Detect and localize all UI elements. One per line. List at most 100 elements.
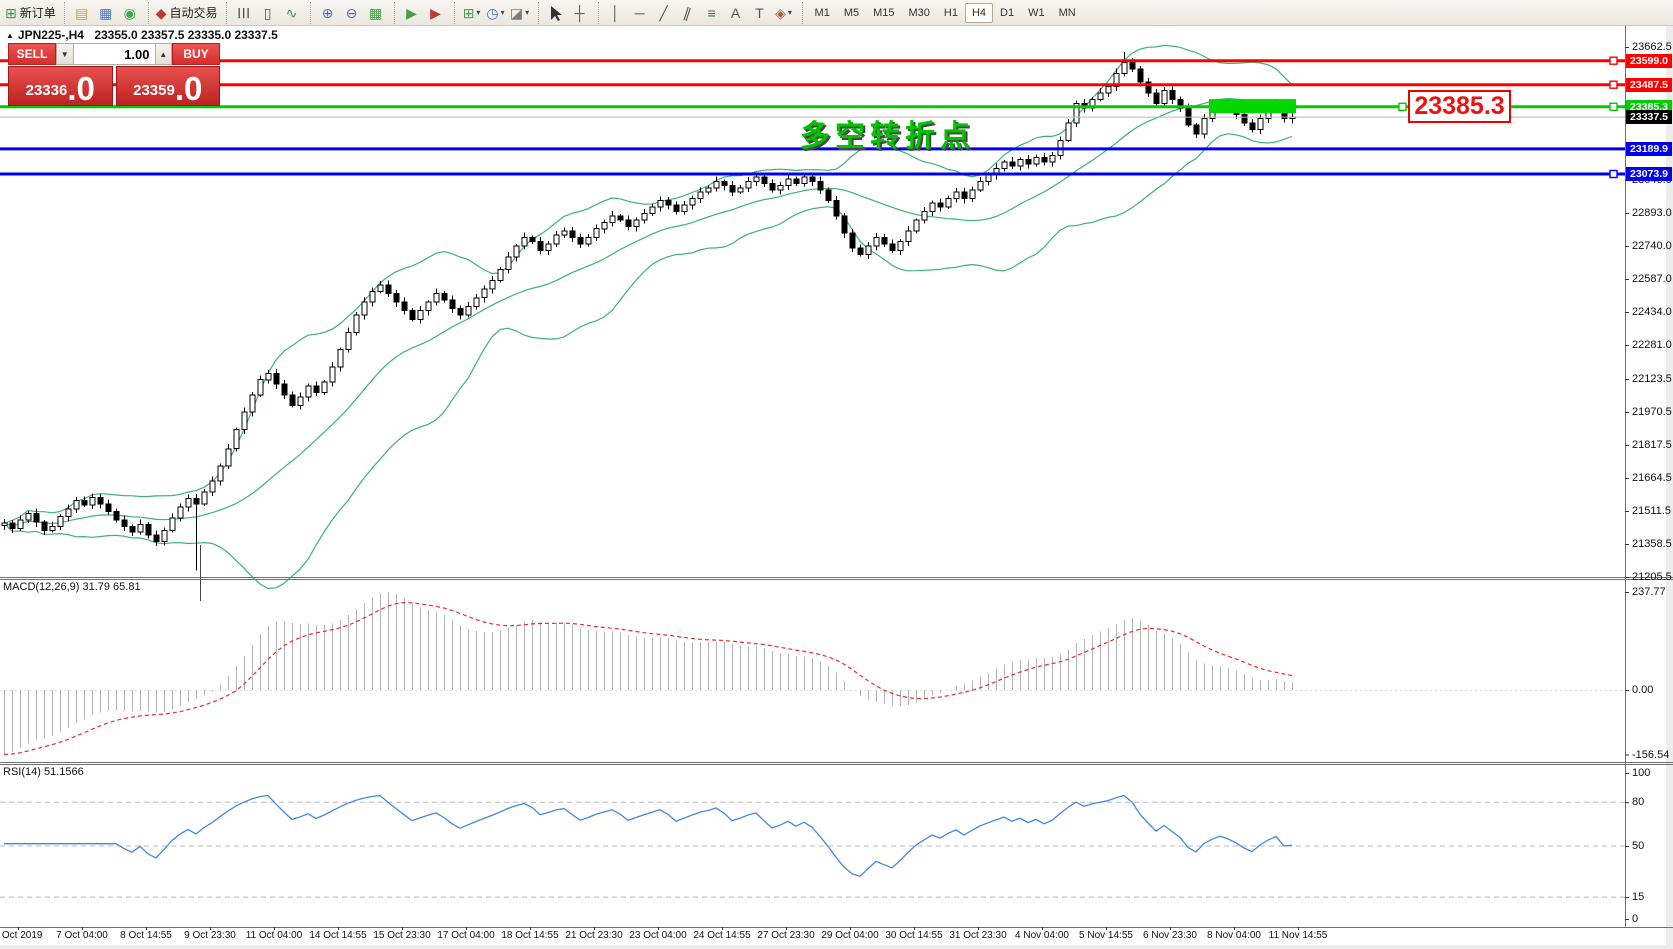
candlestick xyxy=(985,174,992,182)
candlestick-chart-button[interactable]: ▯ xyxy=(256,3,280,23)
candlestick xyxy=(233,428,240,450)
cursor-button[interactable] xyxy=(544,3,568,23)
candlestick xyxy=(1201,118,1208,135)
arrows-icon: ◈ xyxy=(775,4,786,21)
macd-tick-label: -156.54 xyxy=(1632,749,1670,761)
line-chart-icon: ∿ xyxy=(285,4,298,21)
templates-button[interactable]: ◪ ▾ xyxy=(508,3,532,23)
candlestick xyxy=(633,219,640,228)
timeframe-m30[interactable]: M30 xyxy=(908,6,930,19)
line-chart-button[interactable]: ∿ xyxy=(280,3,304,23)
date-tick-label: 5 Nov 14:55 xyxy=(1079,930,1133,941)
candlestick xyxy=(1145,81,1152,94)
new-chart-caret-icon[interactable]: ▾ xyxy=(476,8,481,17)
date-tick-label: 30 Oct 14:55 xyxy=(885,930,943,941)
new-chart-button[interactable]: ⊞ ▾ xyxy=(460,3,484,23)
timeframe-w1[interactable]: W1 xyxy=(1028,6,1045,19)
date-tick-label: 21 Oct 23:30 xyxy=(565,930,623,941)
candlestick xyxy=(497,269,504,282)
signals-button[interactable]: ◉ xyxy=(118,3,142,23)
zoom-in-button[interactable]: ⊕ xyxy=(316,3,340,23)
vertical-line-button[interactable]: │ xyxy=(604,3,628,23)
hline-endpoint-square[interactable] xyxy=(1609,80,1618,89)
toolbar-group: ⊞ 新订单 xyxy=(0,2,61,24)
candlestick xyxy=(825,189,832,202)
fibonacci-icon: ≡ xyxy=(707,4,716,21)
toolbar-group: ▤ ▦ ◉ xyxy=(63,1,145,24)
candlestick xyxy=(313,385,320,394)
sell-price[interactable]: 23336 .0 xyxy=(8,66,113,106)
tile-windows-icon: ▦ xyxy=(368,4,383,21)
timeframe-m1[interactable]: M1 xyxy=(814,6,830,19)
timeframe-d1[interactable]: D1 xyxy=(1000,6,1015,19)
market-watch-button[interactable]: ▦ xyxy=(94,3,118,23)
highlight-zone[interactable] xyxy=(1209,99,1296,114)
sell-button[interactable]: SELL xyxy=(8,43,56,65)
candlestick xyxy=(1033,157,1040,165)
text-label-button[interactable]: T xyxy=(748,3,772,23)
new-order-button[interactable]: ⊞ 新订单 xyxy=(3,3,58,23)
candlestick xyxy=(1009,161,1016,167)
arrows-caret-icon[interactable]: ▾ xyxy=(787,8,792,17)
buy-price[interactable]: 23359 .0 xyxy=(115,66,220,106)
date-tick-label: 9 Oct 23:30 xyxy=(184,930,236,941)
candlestick xyxy=(841,215,848,234)
text-button[interactable]: A xyxy=(724,3,748,23)
hline-endpoint-square[interactable] xyxy=(1609,102,1618,112)
volume-increase-button[interactable]: ▲ xyxy=(154,43,172,65)
candlestick xyxy=(9,522,16,530)
date-tick-label: 24 Oct 14:55 xyxy=(693,930,751,941)
date-tick-label: 11 Nov 14:55 xyxy=(1268,930,1328,941)
fibonacci-button[interactable]: ≡ xyxy=(700,3,724,23)
hline-endpoint-square[interactable] xyxy=(1609,56,1618,65)
hline-endpoint-square[interactable] xyxy=(1609,169,1618,179)
auto-trading-button[interactable]: ◆ 自动交易 xyxy=(154,3,220,23)
hline-endpoint-square[interactable] xyxy=(1398,102,1407,112)
periods-button[interactable]: ◷ ▾ xyxy=(484,3,508,23)
candlestick xyxy=(937,202,944,208)
candlestick xyxy=(1113,72,1120,87)
candlestick xyxy=(561,230,568,236)
auto-scroll-button[interactable]: ▶ xyxy=(400,3,424,23)
candlestick xyxy=(185,497,192,508)
profiles-button[interactable]: ▤ xyxy=(70,3,94,23)
candlestick xyxy=(865,245,872,256)
equidistant-channel-button[interactable]: ∥ xyxy=(676,3,700,23)
price-tick-label: 21205.5 xyxy=(1632,571,1672,583)
candlestick xyxy=(137,523,144,533)
price-callout-label[interactable]: 23385.3 xyxy=(1408,90,1511,123)
candlestick xyxy=(625,219,632,228)
hline-price-label: 23073.9 xyxy=(1626,167,1672,181)
chart-shift-button[interactable]: ▶ xyxy=(424,3,448,23)
timeframe-mn[interactable]: MN xyxy=(1058,6,1076,19)
candlestick xyxy=(121,519,128,527)
tile-windows-button[interactable]: ▦ xyxy=(364,3,388,23)
horizontal-line-button[interactable]: ─ xyxy=(628,3,652,23)
periods-caret-icon[interactable]: ▾ xyxy=(500,8,505,17)
candlestick xyxy=(977,180,984,191)
buy-button[interactable]: BUY xyxy=(172,43,220,65)
crosshair-button[interactable]: ┼ xyxy=(568,3,592,23)
candlestick xyxy=(361,301,368,316)
trendline-button[interactable]: ╱ xyxy=(652,3,676,23)
candlestick xyxy=(529,236,536,243)
timeframe-h4[interactable]: H4 xyxy=(964,2,994,23)
collapse-icon[interactable]: ▲ xyxy=(6,31,14,40)
candlestick xyxy=(513,245,520,258)
volume-input[interactable] xyxy=(73,43,155,65)
timeframe-m15[interactable]: M15 xyxy=(873,6,895,19)
arrows-button[interactable]: ◈ ▾ xyxy=(772,3,796,23)
volume-decrease-button[interactable]: ▼ xyxy=(56,43,74,65)
price-tick-label: 22281.0 xyxy=(1632,339,1672,351)
bar-chart-button[interactable]: ☰ xyxy=(232,3,256,23)
candlestick xyxy=(1017,159,1024,167)
timeframe-group: M1 M5 M15 M30 H1 H4 D1 W1 MN xyxy=(801,1,1086,24)
timeframe-m5[interactable]: M5 xyxy=(843,6,860,19)
timeframe-h1[interactable]: H1 xyxy=(943,6,958,19)
zoom-out-button[interactable]: ⊖ xyxy=(340,3,364,23)
date-tick-label: 15 Oct 23:30 xyxy=(373,930,431,941)
date-tick-label: 3 Oct 2019 xyxy=(0,930,43,941)
candlestick xyxy=(153,534,160,542)
templates-caret-icon[interactable]: ▾ xyxy=(525,8,530,17)
candlestick xyxy=(377,284,384,292)
